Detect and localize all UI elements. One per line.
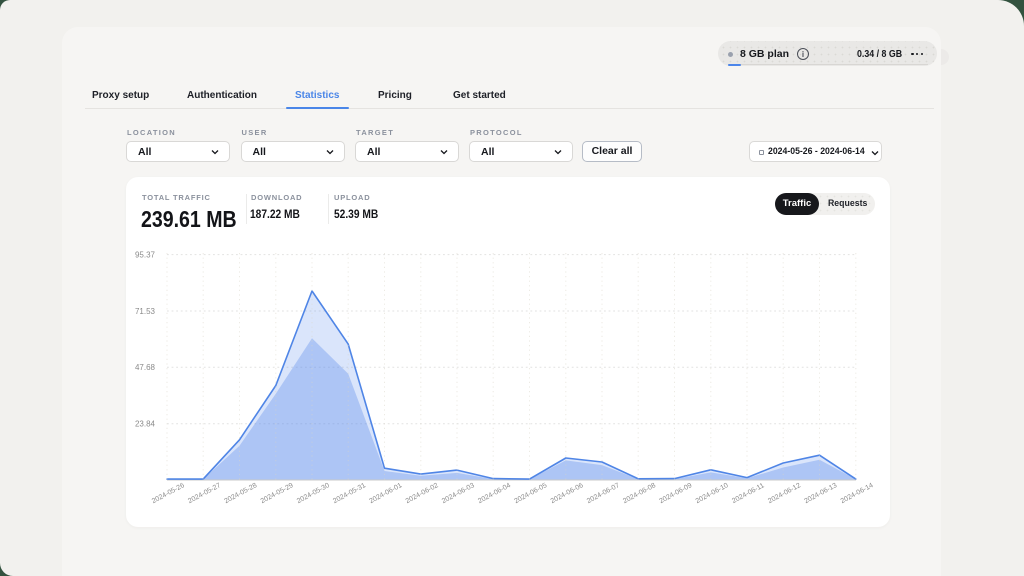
svg-text:95.37: 95.37	[135, 250, 156, 259]
svg-text:2024-06-09: 2024-06-09	[658, 482, 693, 505]
svg-text:2024-06-01: 2024-06-01	[368, 482, 403, 505]
svg-text:2024-06-04: 2024-06-04	[477, 482, 512, 505]
svg-text:2024-06-12: 2024-06-12	[767, 482, 802, 505]
svg-text:2024-06-14: 2024-06-14	[840, 482, 875, 505]
svg-text:2024-06-07: 2024-06-07	[586, 482, 621, 505]
svg-text:2024-05-28: 2024-05-28	[223, 482, 258, 505]
svg-text:2024-06-10: 2024-06-10	[695, 482, 730, 505]
svg-text:2024-05-30: 2024-05-30	[296, 482, 331, 505]
svg-text:2024-06-03: 2024-06-03	[441, 482, 476, 505]
svg-text:2024-06-05: 2024-06-05	[513, 482, 548, 505]
svg-text:47.68: 47.68	[135, 363, 156, 372]
svg-text:2024-06-06: 2024-06-06	[550, 482, 585, 505]
svg-text:2024-06-02: 2024-06-02	[405, 482, 440, 505]
svg-text:23.84: 23.84	[135, 420, 156, 429]
svg-text:2024-06-08: 2024-06-08	[622, 482, 657, 505]
svg-text:2024-06-13: 2024-06-13	[803, 482, 838, 505]
svg-text:2024-05-29: 2024-05-29	[260, 482, 295, 505]
svg-text:2024-06-11: 2024-06-11	[731, 482, 766, 505]
svg-text:2024-05-26: 2024-05-26	[151, 482, 186, 505]
svg-text:2024-05-27: 2024-05-27	[187, 482, 222, 505]
svg-text:71.53: 71.53	[135, 307, 156, 316]
svg-text:2024-05-31: 2024-05-31	[332, 482, 367, 505]
